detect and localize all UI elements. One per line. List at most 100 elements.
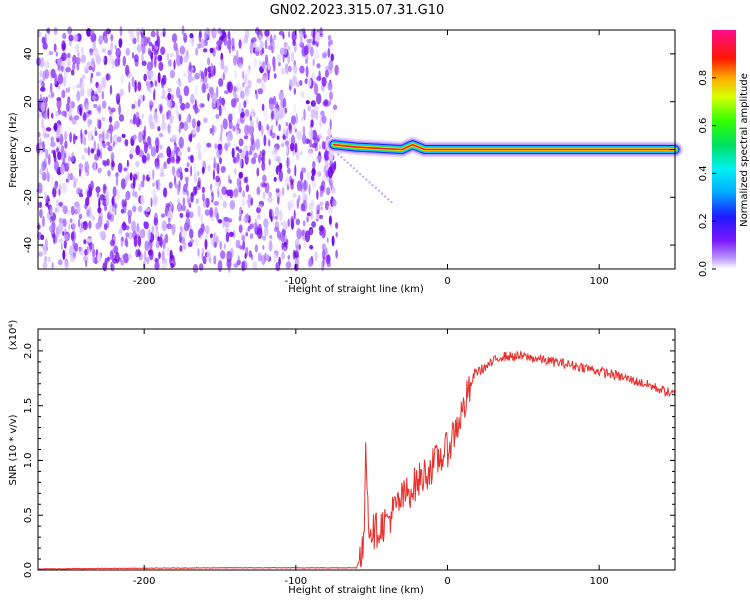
noise-speckle: [224, 90, 229, 95]
noise-speckle: [121, 133, 126, 138]
noise-speckle: [245, 85, 250, 97]
snr-x-tick-label: 100: [590, 576, 609, 587]
noise-speckle: [295, 218, 301, 226]
noise-speckle: [235, 158, 240, 164]
noise-speckle: [184, 176, 189, 182]
noise-speckle: [300, 150, 303, 156]
snr-frame: [37, 328, 676, 571]
noise-speckle: [158, 152, 164, 159]
noise-speckle: [99, 231, 105, 239]
noise-speckle: [206, 142, 212, 148]
noise-speckle: [62, 205, 68, 215]
noise-speckle: [224, 219, 230, 228]
noise-speckle: [98, 134, 104, 143]
noise-speckle: [245, 184, 250, 193]
noise-speckle: [58, 201, 63, 207]
noise-speckle: [124, 139, 129, 147]
noise-speckle: [277, 196, 280, 205]
noise-speckle: [202, 198, 207, 208]
noise-speckle: [287, 184, 289, 191]
snr-y-tick-label: 0.0: [23, 562, 34, 578]
noise-speckle: [40, 101, 46, 113]
noise-speckle: [316, 170, 320, 179]
noise-speckle: [277, 231, 281, 239]
noise-speckle: [132, 203, 137, 215]
noise-speckle: [101, 48, 107, 53]
noise-speckle: [97, 84, 102, 94]
noise-speckle: [262, 191, 266, 200]
noise-speckle: [249, 120, 255, 127]
noise-speckle: [161, 121, 167, 131]
noise-speckle: [247, 125, 253, 136]
noise-speckle: [189, 33, 194, 39]
noise-speckle: [319, 201, 324, 206]
noise-speckle: [226, 134, 230, 143]
noise-speckle: [62, 218, 67, 227]
noise-speckle: [51, 262, 54, 270]
noise-speckle: [154, 80, 158, 87]
noise-speckle: [219, 96, 222, 104]
noise-speckle: [327, 81, 333, 91]
noise-speckle: [157, 72, 161, 84]
noise-speckle: [90, 72, 94, 79]
noise-speckle: [93, 160, 96, 173]
noise-speckle: [326, 187, 331, 196]
noise-speckle: [78, 213, 83, 220]
noise-streak-point: [377, 189, 381, 192]
noise-speckle: [53, 232, 56, 245]
noise-speckle: [160, 213, 166, 218]
noise-speckle: [78, 246, 84, 256]
noise-speckle: [283, 41, 288, 48]
noise-speckle: [175, 158, 180, 164]
noise-speckle: [189, 133, 193, 143]
snr-y-axis-label: SNR (10 * v/v): [8, 414, 19, 485]
noise-speckle: [40, 81, 43, 88]
noise-speckle: [317, 135, 323, 140]
noise-speckle: [122, 254, 125, 260]
noise-speckle: [321, 141, 326, 150]
noise-speckle: [258, 35, 263, 43]
noise-speckle: [155, 40, 159, 47]
noise-speckle: [155, 161, 161, 170]
noise-speckle: [45, 133, 50, 138]
noise-speckle: [37, 30, 41, 38]
noise-speckle: [257, 88, 264, 95]
noise-speckle: [273, 227, 280, 232]
snr-x-tick-label: -200: [133, 576, 156, 587]
noise-streak-point: [355, 170, 359, 173]
noise-speckle: [183, 54, 189, 63]
noise-speckle: [114, 44, 117, 50]
noise-speckle: [326, 254, 331, 263]
noise-speckle: [41, 36, 46, 45]
noise-speckle: [256, 78, 262, 84]
noise-speckle: [209, 127, 213, 135]
noise-speckle: [216, 86, 219, 98]
noise-speckle: [233, 55, 237, 66]
noise-speckle: [85, 260, 88, 268]
noise-speckle: [71, 233, 75, 241]
noise-streak-point: [359, 172, 362, 176]
noise-speckle: [309, 245, 314, 250]
figure-title: GN02.2023.315.07.31.G10: [270, 3, 445, 18]
noise-speckle: [168, 59, 172, 67]
noise-speckle: [223, 243, 226, 250]
noise-speckle: [327, 204, 333, 216]
noise-speckle: [223, 166, 226, 172]
noise-speckle: [138, 250, 141, 257]
noise-speckle: [200, 78, 204, 83]
noise-speckle: [183, 241, 187, 250]
noise-speckle: [268, 158, 271, 166]
noise-speckle: [65, 88, 68, 93]
noise-speckle: [304, 230, 311, 243]
noise-speckle: [85, 103, 90, 112]
noise-speckle: [157, 236, 160, 242]
noise-speckle: [260, 156, 264, 162]
noise-speckle: [179, 55, 183, 65]
noise-speckle: [105, 198, 110, 206]
noise-speckle: [57, 58, 61, 64]
noise-speckle: [282, 47, 288, 56]
noise-speckle: [198, 31, 202, 43]
noise-speckle: [64, 140, 68, 149]
noise-speckle: [316, 76, 322, 81]
noise-speckle: [189, 228, 194, 239]
